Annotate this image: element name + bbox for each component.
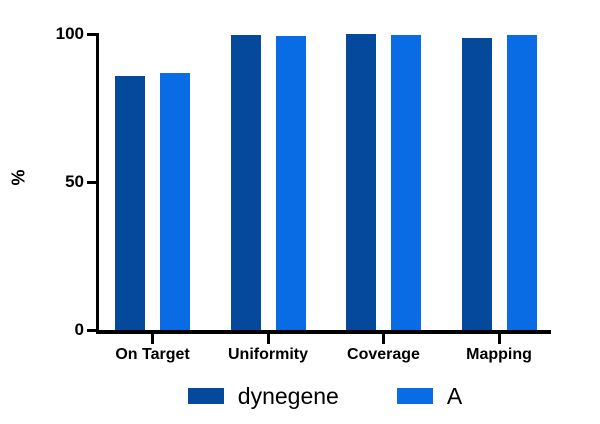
bar-a-coverage [391,34,421,330]
bar-a-uniformity [275,36,306,330]
legend-label-dynegene: dynegene [237,383,339,409]
y-tick-label-100: 100 [55,24,84,43]
bar-a-on-target [160,72,190,330]
bar-dynegene-coverage [346,34,376,330]
legend-item-a: A [396,383,463,409]
x-tick-mapping [497,334,501,344]
y-tick-label-50: 50 [65,172,84,191]
y-tick-0 [87,328,96,332]
legend-swatch-a-icon [396,388,433,404]
category-label-on-target: On Target [115,346,190,363]
bar-dynegene-uniformity [230,34,261,330]
legend-item-dynegene: dynegene [187,383,339,409]
x-tick-on-target [151,334,154,344]
y-tick-50 [87,180,96,184]
legend-swatch-dynegene-icon [187,388,224,404]
bar-a-mapping [506,35,537,330]
bar-dynegene-mapping [461,37,492,330]
category-label-uniformity: Uniformity [228,346,308,363]
x-tick-uniformity [266,334,270,344]
legend-label-a: A [446,383,463,409]
x-axis-line [96,330,551,334]
y-axis-line [96,33,99,334]
y-axis-title: % [8,169,29,186]
x-tick-coverage [382,334,385,344]
y-tick-label-0: 0 [74,320,84,339]
category-label-mapping: Mapping [466,346,532,363]
bar-dynegene-on-target [115,76,145,330]
chart-legend: dynegene A [99,383,551,409]
category-label-coverage: Coverage [347,346,420,363]
y-tick-100 [87,32,96,36]
